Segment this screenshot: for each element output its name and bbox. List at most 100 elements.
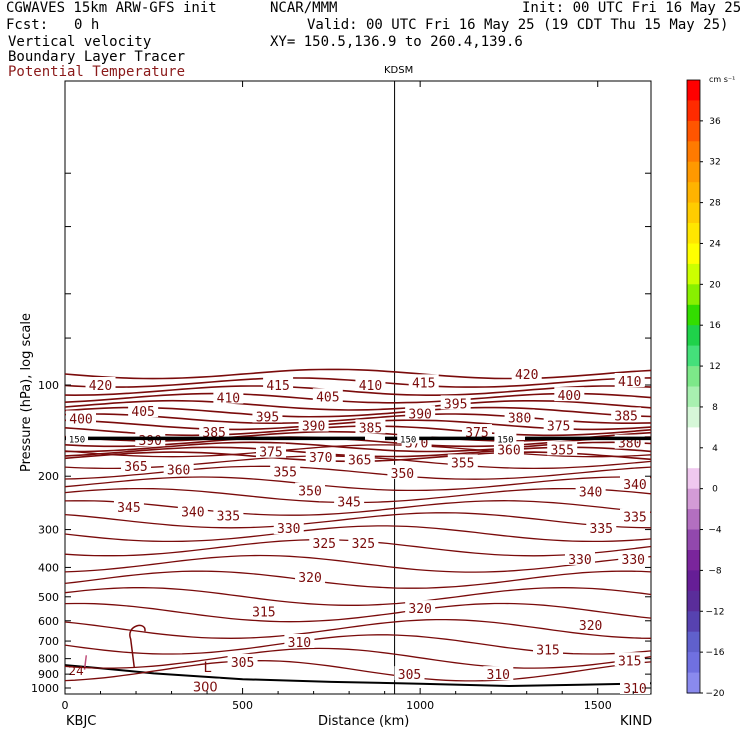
colorbar-swatch xyxy=(687,284,700,306)
isentrope-label-bg xyxy=(305,449,336,464)
isentrope-label: 345 xyxy=(337,495,360,510)
isentrope-label-bg xyxy=(128,403,159,418)
isentrope-label: 320 xyxy=(579,619,602,634)
colorbar-swatch xyxy=(687,550,700,571)
isentrope-label-bg xyxy=(387,464,418,479)
isentrope-label: 365 xyxy=(348,453,371,468)
isentrope-label: 370 xyxy=(309,451,332,466)
colorbar-label: −20 xyxy=(706,689,725,699)
isentrope-label-bg xyxy=(586,520,617,535)
right-endpoint-label: KIND xyxy=(620,714,652,729)
isentrope-label-bg xyxy=(461,424,492,439)
tropopause-label-bg xyxy=(397,432,420,444)
isentrope-label-bg xyxy=(504,409,535,424)
colorbar-swatch xyxy=(687,120,700,142)
isentrope-label-bg xyxy=(213,507,244,522)
colorbar-swatch xyxy=(687,570,700,592)
colorbar-swatch xyxy=(687,304,700,326)
isentrope-label-bg xyxy=(263,377,294,391)
colorbar-swatch xyxy=(687,345,700,367)
colorbar-label: 16 xyxy=(709,321,721,331)
isentrope-label-bg xyxy=(483,666,514,681)
isentrope-label-bg xyxy=(440,395,471,410)
isentrope-label: 400 xyxy=(558,389,581,404)
init-time: Init: 00 UTC Fri 16 May 25 xyxy=(522,0,740,16)
isentrope-label-bg xyxy=(344,451,375,466)
isentrope-label-bg xyxy=(121,457,152,472)
colorbar-swatch xyxy=(687,80,700,101)
left-endpoint-label: KBJC xyxy=(66,714,96,729)
isentrope-label: 310 xyxy=(623,682,646,697)
isentrope-label: 405 xyxy=(316,390,339,405)
y-tick-label: 400 xyxy=(38,561,59,574)
isentrope-label: 390 xyxy=(408,407,431,422)
isentrope-label: 410 xyxy=(618,375,641,390)
isentrope-label-bg xyxy=(543,417,574,432)
isentrope-label: 380 xyxy=(508,411,531,426)
x-tick-label: 1500 xyxy=(584,699,612,712)
isentrope-line xyxy=(64,392,652,404)
isentrope-label-bg xyxy=(620,475,650,490)
isentrope-label-bg xyxy=(405,405,436,420)
isentrope-label: 340 xyxy=(579,486,602,501)
y-axis-title: Pressure (hPa), log scale xyxy=(19,313,34,472)
colorbar-swatch xyxy=(687,509,700,531)
isentrope-label-bg xyxy=(298,417,329,432)
isentrope-label: 375 xyxy=(259,446,282,461)
org-label: NCAR/MMM xyxy=(270,0,338,16)
y-tick-label: 600 xyxy=(38,615,59,628)
isentrope-label-bg xyxy=(295,568,326,583)
isentrope-label: 360 xyxy=(167,463,190,478)
isentrope-label-bg xyxy=(284,634,315,649)
isentrope-label-bg xyxy=(255,443,286,458)
y-tick-label: 1000 xyxy=(31,682,59,695)
tropopause-label-bg xyxy=(494,432,517,444)
isentrope-label-bg xyxy=(295,482,326,497)
isentrope-label: 415 xyxy=(412,376,435,391)
isentrope-label-bg xyxy=(309,534,340,549)
colorbar-frame xyxy=(686,79,701,694)
isentrope-label-bg xyxy=(405,600,436,615)
isentrope-label: 315 xyxy=(536,643,559,658)
isentrope-label-bg xyxy=(355,377,386,391)
colorbar-label: 20 xyxy=(709,280,721,290)
field-potential-temperature: Potential Temperature xyxy=(8,64,186,80)
isentrope-label: 415 xyxy=(266,379,289,394)
isentrope-label: 400 xyxy=(69,413,92,428)
isentrope-label: 330 xyxy=(277,522,300,537)
isentrope-label-bg xyxy=(348,534,379,549)
colorbar-swatch xyxy=(687,161,700,183)
field-boundary-layer-tracer: Boundary Layer Tracer xyxy=(8,49,186,65)
isentrope-label-bg xyxy=(611,407,642,422)
isentrope-line xyxy=(64,554,652,573)
x-tick-label: 0 xyxy=(62,699,69,712)
isentrope-label-bg xyxy=(227,653,258,668)
isentrope-line xyxy=(64,659,652,682)
colorbar-unit: cm s⁻¹ xyxy=(709,75,735,84)
colorbar-swatch xyxy=(687,652,700,674)
colorbar-swatch xyxy=(687,100,700,122)
isentrope-line xyxy=(64,587,652,606)
isentrope-line xyxy=(64,444,652,458)
colorbar-swatch xyxy=(687,325,700,347)
isentrope-line xyxy=(64,570,652,589)
colorbar-swatch xyxy=(687,223,700,244)
isentrope-label: 355 xyxy=(451,456,474,471)
colorbar-label: −4 xyxy=(708,526,722,536)
y-tick-label: 200 xyxy=(38,470,59,483)
isentrope-label-bg xyxy=(270,463,301,478)
isentrope-label-bg xyxy=(511,366,542,381)
isentrope-line xyxy=(64,399,652,411)
isentrope-line xyxy=(64,647,652,669)
isentrope-label-bg xyxy=(620,508,650,523)
colorbar-swatch xyxy=(687,202,700,224)
isentrope-label: 420 xyxy=(89,379,112,394)
colorbar-swatch xyxy=(687,182,700,204)
y-tick-label: 700 xyxy=(38,635,59,648)
tracer-contour xyxy=(129,624,146,668)
isentrope-label: 365 xyxy=(124,460,147,475)
isentrope-label-bg xyxy=(312,388,343,403)
isentrope-label: 310 xyxy=(288,636,311,651)
isentrope-label-bg xyxy=(66,410,96,425)
